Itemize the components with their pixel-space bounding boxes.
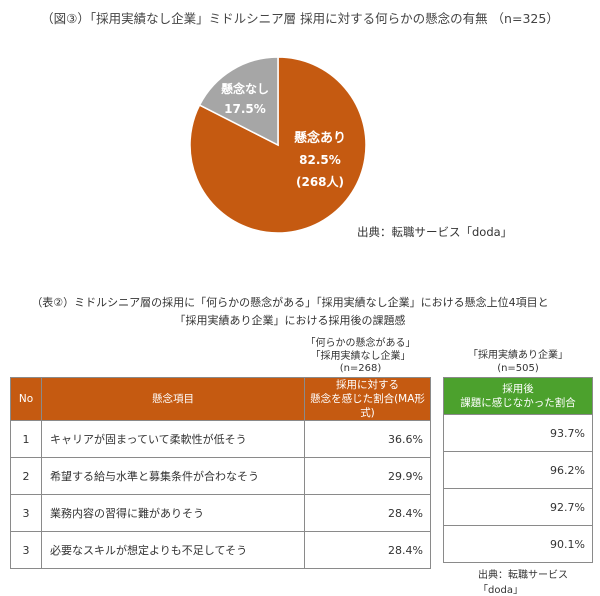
table-row: 96.2% <box>443 451 593 489</box>
header-concern-rate: 採用に対する 懸念を感じた割合(MA形式) <box>304 377 431 421</box>
header-no: No <box>10 377 42 421</box>
header-item: 懸念項目 <box>41 377 305 421</box>
table-row: 92.7% <box>443 488 593 526</box>
right-note-line-2: (n=505) <box>497 362 539 374</box>
table-source: 出典：転職サービス「doda」 <box>478 570 568 596</box>
left-note-line-1: 「何らかの懸念がある」 <box>305 338 416 349</box>
left-column-note: 「何らかの懸念がある」 「採用実績なし企業」 (n=268) <box>288 338 433 376</box>
pie-chart: 懸念あり 82.5% (268人) 懸念なし 17.5% <box>189 56 367 234</box>
pie-count-concern-yes: (268人) <box>296 174 344 189</box>
row-item: キャリアが固まっていて柔軟性が低そう <box>41 420 305 458</box>
left-note-line-2: 「採用実績なし企業」 <box>310 350 411 362</box>
table-row: 3 必要なスキルが想定よりも不足してそう 28.4% <box>10 531 431 569</box>
row-no-issue-rate: 92.7% <box>443 488 593 526</box>
header-concern-rate-line-1: 採用に対する <box>336 379 399 391</box>
pie-label-concern-yes: 懸念あり <box>294 130 346 146</box>
table-row: 3 業務内容の習得に難がありそう 28.4% <box>10 494 431 532</box>
pie-label-concern-no: 懸念なし <box>221 81 269 96</box>
header-no-issue-rate-line-2: 課題に感じなかった割合 <box>460 397 576 409</box>
right-column-note: 「採用実績あり企業」 (n=505) <box>443 350 593 375</box>
row-item: 業務内容の習得に難がありそう <box>41 494 305 532</box>
chart-title: （図③）「採用実績なし企業」ミドルシニア層 採用に対する何らかの懸念の有無 （n… <box>41 11 559 26</box>
row-item: 必要なスキルが想定よりも不足してそう <box>41 531 305 569</box>
table-title: （表②）ミドルシニア層の採用に「何らかの懸念がある」「採用実績なし企業」における… <box>0 294 580 330</box>
row-concern-rate: 36.6% <box>304 420 431 458</box>
table-row: 2 希望する給与水準と募集条件が合わなそう 29.9% <box>10 457 431 495</box>
right-note-line-1: 「採用実績あり企業」 <box>468 350 568 361</box>
table-row: 1 キャリアが固まっていて柔軟性が低そう 36.6% <box>10 420 431 458</box>
header-concern-rate-line-2: 懸念を感じた割合(MA形式) <box>310 393 425 419</box>
post-hire-table-header: 採用後 課題に感じなかった割合 <box>443 377 593 415</box>
pie-slice-concern-no <box>198 56 279 147</box>
pie-value-concern-yes: 82.5% <box>299 153 341 167</box>
row-no-issue-rate: 90.1% <box>443 525 593 563</box>
row-no-issue-rate: 93.7% <box>443 414 593 452</box>
row-no-issue-rate: 96.2% <box>443 451 593 489</box>
row-concern-rate: 29.9% <box>304 457 431 495</box>
row-no: 3 <box>10 531 42 569</box>
row-no: 2 <box>10 457 42 495</box>
pie-value-concern-no: 17.5% <box>224 102 266 116</box>
row-no: 1 <box>10 420 42 458</box>
row-concern-rate: 28.4% <box>304 531 431 569</box>
post-hire-table: 採用後 課題に感じなかった割合 93.7% 96.2% 92.7% 90.1% <box>443 377 593 563</box>
table-row: 93.7% <box>443 414 593 452</box>
header-no-issue-rate-line-1: 採用後 <box>502 383 534 395</box>
left-note-line-3: (n=268) <box>339 363 382 374</box>
row-no: 3 <box>10 494 42 532</box>
concern-table: No 懸念項目 採用に対する 懸念を感じた割合(MA形式) 1 キャリアが固まっ… <box>10 377 431 569</box>
table-title-line-2: 「採用実績あり企業」における採用後の課題感 <box>174 314 406 327</box>
concern-table-header: No 懸念項目 採用に対する 懸念を感じた割合(MA形式) <box>10 377 431 421</box>
row-item: 希望する給与水準と募集条件が合わなそう <box>41 457 305 495</box>
header-no-issue-rate: 採用後 課題に感じなかった割合 <box>443 377 593 415</box>
row-concern-rate: 28.4% <box>304 494 431 532</box>
pie-source: 出典：転職サービス「doda」 <box>357 225 513 239</box>
table-row: 90.1% <box>443 525 593 563</box>
table-title-line-1: （表②）ミドルシニア層の採用に「何らかの懸念がある」「採用実績なし企業」における… <box>31 296 549 309</box>
